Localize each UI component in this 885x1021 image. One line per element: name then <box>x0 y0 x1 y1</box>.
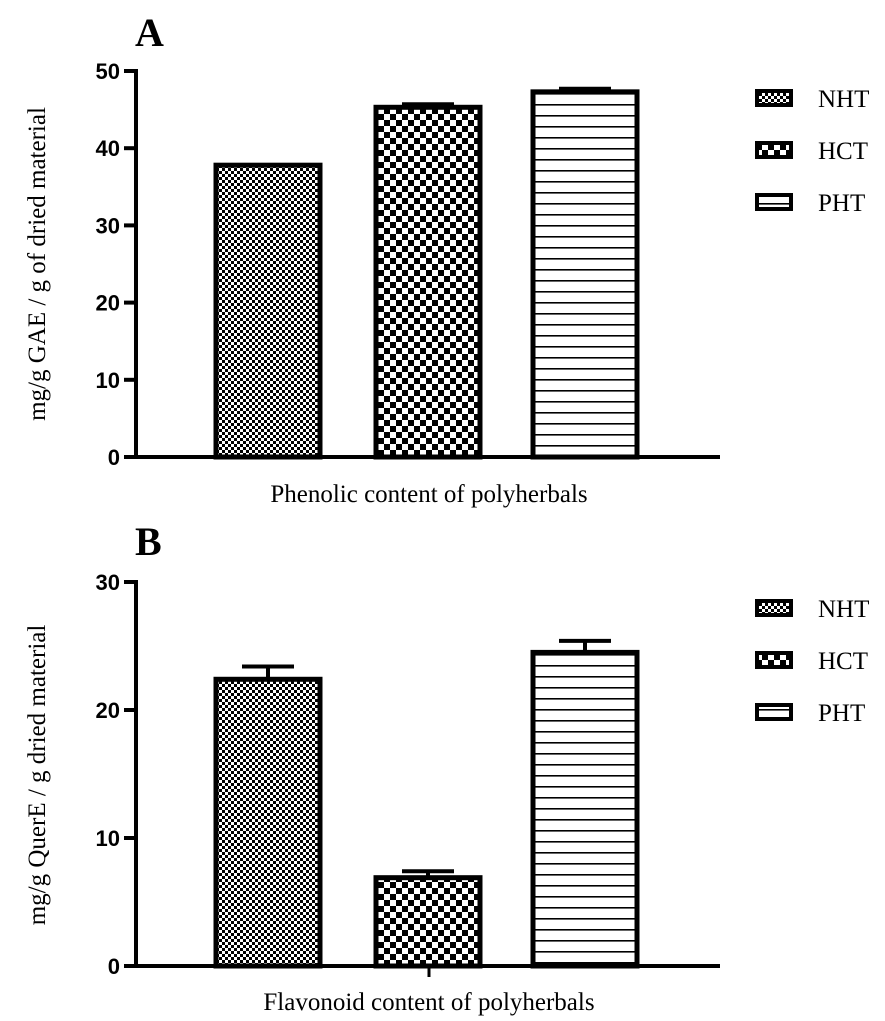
legend-swatch-pht <box>755 703 793 721</box>
bar-hct <box>373 875 483 969</box>
y-tick-label: 50 <box>96 59 120 84</box>
y-tick-label: 20 <box>96 698 120 723</box>
legend-swatch-pht <box>755 193 793 211</box>
panel-letter: B <box>135 519 162 564</box>
bar-nht <box>213 676 323 969</box>
y-axis-title: mg/g GAE / g of dried material <box>24 107 51 421</box>
y-tick-label: 30 <box>96 213 120 238</box>
y-tick-label: 10 <box>96 826 120 851</box>
panel-b: B mg/g QuerE / g dried material Flavonoi… <box>24 519 869 1016</box>
legend-label-nht: NHT <box>818 86 869 113</box>
legend-label-hct: HCT <box>818 138 868 165</box>
panel-letter: A <box>135 10 164 55</box>
x-axis-title: Flavonoid content of polyherbals <box>263 989 594 1016</box>
x-axis-title: Phenolic content of polyherbals <box>270 481 587 508</box>
legend-label-nht: NHT <box>818 596 869 623</box>
y-tick-label: 0 <box>108 954 120 979</box>
legend-swatch-nht <box>755 599 793 617</box>
legend-label-pht: PHT <box>818 190 865 217</box>
y-tick-label: 10 <box>96 368 120 393</box>
legend-swatch-hct <box>755 651 793 669</box>
panel-a: A mg/g GAE / g of dried material Phenoli… <box>24 10 869 508</box>
bar-hct <box>373 104 483 460</box>
legend-swatch-hct <box>755 141 793 159</box>
legend-label-pht: PHT <box>818 700 865 727</box>
y-tick-label: 20 <box>96 291 120 316</box>
y-axis-title: mg/g QuerE / g dried material <box>24 625 51 926</box>
y-tick-label: 0 <box>108 445 120 470</box>
y-tick-label: 30 <box>96 570 120 595</box>
bar-pht <box>530 89 640 460</box>
legend-swatch-nht <box>755 89 793 107</box>
legend-label-hct: HCT <box>818 648 868 675</box>
bar-nht <box>213 162 323 460</box>
y-tick-label: 40 <box>96 136 120 161</box>
bar-pht <box>530 649 640 969</box>
